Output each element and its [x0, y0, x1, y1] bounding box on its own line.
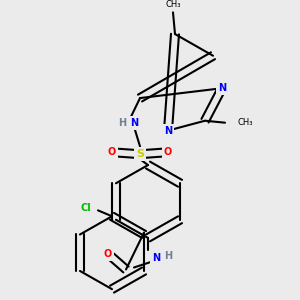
- Text: O: O: [108, 147, 116, 157]
- Text: N: N: [130, 118, 138, 128]
- Text: CH₃: CH₃: [165, 0, 181, 9]
- Text: N: N: [152, 253, 160, 262]
- Text: O: O: [104, 249, 112, 259]
- Text: Cl: Cl: [81, 203, 92, 213]
- Text: H: H: [164, 251, 172, 261]
- Text: CH₃: CH₃: [237, 118, 253, 127]
- Text: N: N: [164, 126, 172, 136]
- Text: S: S: [136, 149, 144, 159]
- Text: O: O: [164, 147, 172, 157]
- Text: N: N: [218, 83, 226, 93]
- Text: H: H: [118, 118, 126, 128]
